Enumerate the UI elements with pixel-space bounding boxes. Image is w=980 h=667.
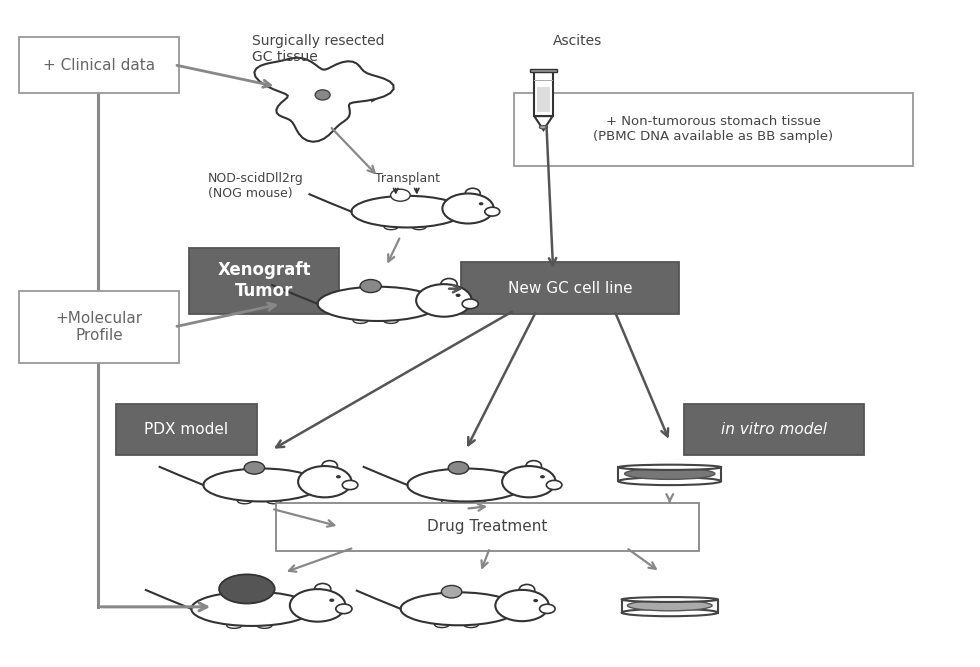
Text: + Clinical data: + Clinical data — [43, 57, 155, 73]
Ellipse shape — [226, 622, 242, 628]
Text: Ascites: Ascites — [553, 34, 603, 48]
Polygon shape — [534, 116, 553, 130]
Ellipse shape — [336, 475, 341, 478]
Ellipse shape — [441, 498, 456, 504]
Ellipse shape — [533, 599, 538, 602]
FancyBboxPatch shape — [19, 291, 179, 363]
Ellipse shape — [257, 622, 272, 628]
Text: + Non-tumorous stomach tissue
(PBMC DNA available as BB sample): + Non-tumorous stomach tissue (PBMC DNA … — [594, 115, 834, 143]
Bar — [537, 87, 550, 111]
Ellipse shape — [321, 461, 337, 471]
FancyBboxPatch shape — [514, 93, 912, 165]
Ellipse shape — [547, 480, 562, 490]
Ellipse shape — [412, 224, 426, 229]
Ellipse shape — [442, 193, 494, 223]
Ellipse shape — [470, 498, 485, 504]
Text: Surgically resected
GC tissue: Surgically resected GC tissue — [252, 34, 384, 64]
Ellipse shape — [539, 125, 548, 129]
Ellipse shape — [329, 598, 334, 602]
Bar — [534, 72, 553, 116]
Ellipse shape — [456, 293, 461, 297]
Ellipse shape — [466, 188, 480, 198]
Ellipse shape — [485, 207, 500, 216]
Text: PDX model: PDX model — [144, 422, 228, 437]
Ellipse shape — [621, 609, 718, 616]
Ellipse shape — [220, 574, 274, 604]
Ellipse shape — [502, 466, 556, 498]
Text: +Molecular
Profile: +Molecular Profile — [55, 311, 142, 343]
Ellipse shape — [204, 468, 319, 502]
Ellipse shape — [383, 317, 399, 323]
Text: Drug Treatment: Drug Treatment — [427, 520, 548, 534]
Ellipse shape — [267, 498, 281, 504]
Ellipse shape — [244, 462, 265, 474]
Ellipse shape — [237, 498, 252, 504]
FancyBboxPatch shape — [189, 248, 339, 313]
Ellipse shape — [298, 466, 352, 498]
Ellipse shape — [318, 287, 439, 321]
Ellipse shape — [479, 202, 483, 205]
Ellipse shape — [618, 465, 721, 470]
Ellipse shape — [495, 590, 549, 621]
FancyBboxPatch shape — [461, 262, 679, 313]
Ellipse shape — [352, 196, 464, 227]
Ellipse shape — [353, 317, 368, 323]
Ellipse shape — [191, 592, 313, 626]
Ellipse shape — [416, 284, 471, 317]
Ellipse shape — [342, 480, 358, 490]
Bar — [530, 69, 557, 72]
Ellipse shape — [391, 189, 411, 201]
Ellipse shape — [384, 224, 398, 229]
FancyBboxPatch shape — [276, 503, 699, 551]
Ellipse shape — [315, 584, 331, 594]
Ellipse shape — [290, 589, 345, 622]
Text: Transplant: Transplant — [375, 172, 440, 185]
Ellipse shape — [526, 461, 542, 471]
Ellipse shape — [316, 90, 330, 100]
Ellipse shape — [627, 600, 712, 611]
Text: Xenograft
Tumor: Xenograft Tumor — [218, 261, 311, 300]
Ellipse shape — [441, 279, 457, 289]
Ellipse shape — [519, 584, 535, 595]
FancyBboxPatch shape — [19, 37, 179, 93]
Ellipse shape — [540, 604, 555, 614]
Polygon shape — [255, 58, 394, 142]
Text: New GC cell line: New GC cell line — [508, 281, 632, 295]
Ellipse shape — [621, 597, 718, 602]
Text: NOD-scidDll2rg
(NOG mouse): NOD-scidDll2rg (NOG mouse) — [208, 172, 304, 200]
FancyBboxPatch shape — [116, 404, 257, 456]
Ellipse shape — [434, 622, 449, 628]
Ellipse shape — [464, 622, 478, 628]
Ellipse shape — [441, 586, 462, 598]
Ellipse shape — [448, 462, 468, 474]
Ellipse shape — [408, 468, 524, 502]
Ellipse shape — [618, 478, 721, 485]
Ellipse shape — [336, 604, 352, 614]
Ellipse shape — [401, 592, 517, 625]
Polygon shape — [372, 85, 378, 101]
Ellipse shape — [540, 475, 545, 478]
Ellipse shape — [463, 299, 478, 309]
Ellipse shape — [360, 279, 381, 293]
Bar — [534, 79, 553, 81]
Ellipse shape — [624, 468, 714, 480]
Text: in vitro model: in vitro model — [721, 422, 827, 437]
FancyBboxPatch shape — [684, 404, 864, 456]
